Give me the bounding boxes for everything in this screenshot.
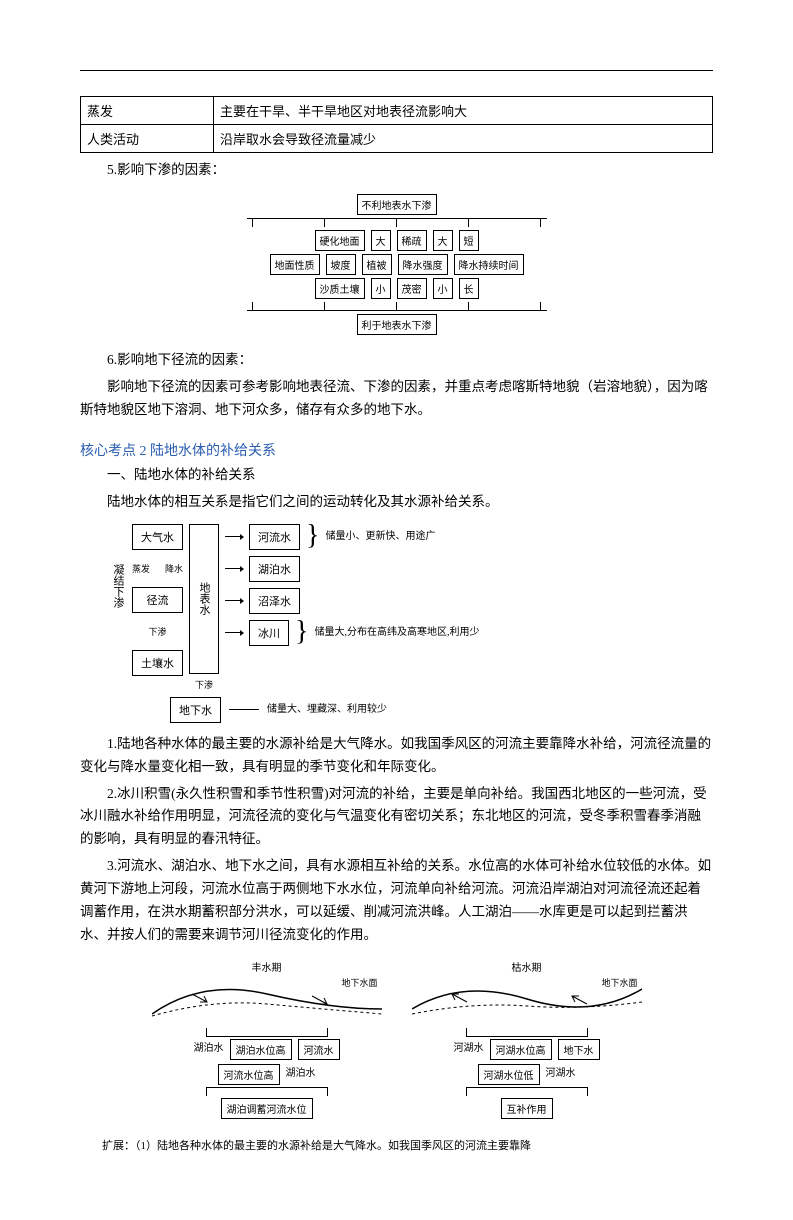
d1-node: 降水持续时间 xyxy=(454,254,524,275)
d3-label: 地下水面 xyxy=(341,976,377,989)
d2-box: 沼泽水 xyxy=(249,588,300,614)
arrow-label: 下渗 xyxy=(195,678,213,691)
cell: 沿岸取水会导致径流量减少 xyxy=(214,125,713,153)
d2-box: 冰川 xyxy=(249,620,289,646)
table-row: 人类活动 沿岸取水会导致径流量减少 xyxy=(81,125,713,153)
d1-node: 沙质土壤 xyxy=(315,278,365,299)
d3-label: 河湖水 xyxy=(546,1064,576,1085)
d3-box: 河湖水位低 xyxy=(478,1064,540,1085)
section-2-title: 核心考点 2 陆地水体的补给关系 xyxy=(80,440,713,460)
heading-6: 6.影响地下径流的因素： xyxy=(80,349,713,372)
d2-left-label: 凝结下渗 xyxy=(110,524,126,608)
d1-node: 长 xyxy=(459,278,479,299)
d3-box: 湖泊水位高 xyxy=(230,1039,292,1060)
d1-node: 茂密 xyxy=(397,278,427,299)
d1-bottom: 利于地表水下渗 xyxy=(357,314,437,335)
d3-label: 枯水期 xyxy=(512,959,542,974)
d1-node: 大 xyxy=(371,230,391,251)
d1-node: 地面性质 xyxy=(270,254,320,275)
d3-right-panel: 枯水期 地下水面 河湖水 河湖水位高 地下水 河湖水 xyxy=(412,959,642,1121)
d3-label: 河湖水 xyxy=(454,1039,484,1060)
cell: 主要在干旱、半干旱地区对地表径流影响大 xyxy=(214,97,713,125)
arrow-label: 下渗 xyxy=(132,625,183,638)
paragraph-2b: 陆地水体的相互关系是指它们之间的运动转化及其水源补给关系。 xyxy=(80,491,713,514)
d3-label: 湖泊水 xyxy=(286,1064,316,1085)
d3-box: 互补作用 xyxy=(501,1098,553,1119)
heading-5: 5.影响下渗的因素： xyxy=(80,159,713,182)
water-bodies-diagram: 凝结下渗 大气水 蒸发 降水 径流 下渗 土壤水 地表水 下渗 河流水 } xyxy=(110,524,530,723)
d1-node: 降水强度 xyxy=(398,254,448,275)
d1-node: 短 xyxy=(459,230,479,251)
d1-node: 植被 xyxy=(362,254,392,275)
d3-left-panel: 丰水期 地下水面 湖泊水 湖泊水位高 河流水 河流水 xyxy=(152,959,382,1121)
paragraph-6b: 影响地下径流的因素可参考影响地表径流、下渗的因素，并重点考虑喀斯特地貌（岩溶地貌… xyxy=(80,376,713,422)
infiltration-diagram: 不利地表水下渗 硬化地面 大 稀疏 大 短 地面性质 坡度 植被 降水强度 降水… xyxy=(217,194,577,335)
d3-box: 湖泊调蓄河流水位 xyxy=(221,1098,313,1119)
d2-note: 储量小、更新快、用途广 xyxy=(325,530,435,543)
paragraph-2: 2.冰川积雪(永久性积雪和季节性积雪)对河流的补给，主要是单向补给。我国西北地区… xyxy=(80,783,713,852)
d3-label: 丰水期 xyxy=(252,959,282,974)
arrow-label: 降水 xyxy=(165,562,183,575)
d1-node: 大 xyxy=(433,230,453,251)
d1-node: 坡度 xyxy=(326,254,356,275)
d3-label: 地下水面 xyxy=(601,976,637,989)
extension-paragraph: 扩展：（1）陆地各种水体的最主要的水源补给是大气降水。如我国季风区的河流主要靠降 xyxy=(80,1137,713,1156)
d2-note: 储量大、埋藏深、利用较少 xyxy=(267,703,387,716)
subheading-2a: 一、陆地水体的补给关系 xyxy=(80,464,713,487)
top-rule xyxy=(80,70,713,71)
d1-node: 小 xyxy=(371,278,391,299)
d3-box: 河湖水位高 xyxy=(490,1039,552,1060)
d1-node: 稀疏 xyxy=(397,230,427,251)
d2-box: 河流水 xyxy=(249,524,300,550)
cell: 蒸发 xyxy=(81,97,214,125)
d2-box: 土壤水 xyxy=(132,650,183,676)
d3-box: 河流水位高 xyxy=(218,1064,280,1085)
table-row: 蒸发 主要在干旱、半干旱地区对地表径流影响大 xyxy=(81,97,713,125)
d1-node: 硬化地面 xyxy=(315,230,365,251)
d2-box: 大气水 xyxy=(132,524,183,550)
d2-box: 径流 xyxy=(132,587,183,613)
page: 蒸发 主要在干旱、半干旱地区对地表径流影响大 人类活动 沿岸取水会导致径流量减少… xyxy=(0,0,793,1220)
cell: 人类活动 xyxy=(81,125,214,153)
paragraph-1: 1.陆地各种水体的最主要的水源补给是大气降水。如我国季风区的河流主要靠降水补给，… xyxy=(80,733,713,779)
d2-box: 地下水 xyxy=(170,697,221,723)
arrow-label: 蒸发 xyxy=(132,562,150,575)
paragraph-3: 3.河流水、湖泊水、地下水之间，具有水源相互补给的关系。水位高的水体可补给水位较… xyxy=(80,855,713,947)
d2-mid-box: 地表水 xyxy=(189,524,219,674)
factors-table: 蒸发 主要在干旱、半干旱地区对地表径流影响大 人类活动 沿岸取水会导致径流量减少 xyxy=(80,96,713,153)
d1-top: 不利地表水下渗 xyxy=(357,194,437,215)
d2-box: 湖泊水 xyxy=(249,556,300,582)
d3-box: 地下水 xyxy=(558,1039,600,1060)
d3-label: 湖泊水 xyxy=(194,1039,224,1060)
d1-node: 小 xyxy=(433,278,453,299)
river-lake-diagram: 丰水期 地下水面 湖泊水 湖泊水位高 河流水 河流水 xyxy=(137,959,657,1121)
d2-note: 储量大,分布在高纬及高寒地区,利用少 xyxy=(314,626,479,639)
d3-box: 河流水 xyxy=(298,1039,340,1060)
